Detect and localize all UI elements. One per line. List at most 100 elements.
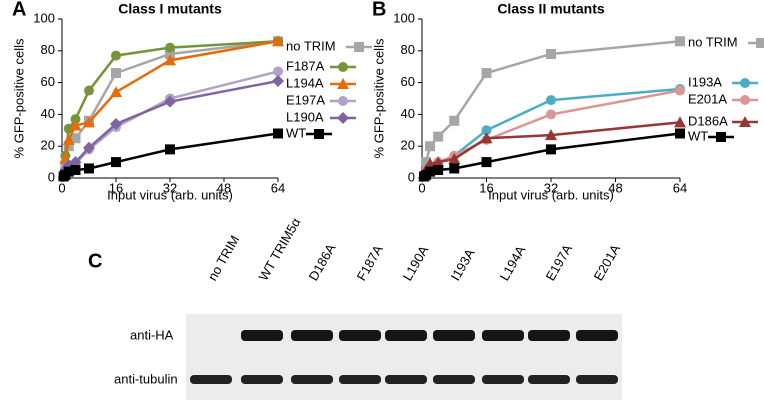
y-tick-label: 100 xyxy=(393,10,415,25)
marker xyxy=(433,131,444,142)
band xyxy=(291,375,333,384)
lane-label: no TRIM xyxy=(205,233,243,283)
marker xyxy=(480,132,493,144)
y-tick-label: 60 xyxy=(401,74,415,89)
marker xyxy=(546,48,556,59)
band xyxy=(385,330,427,341)
x-tick-label: 16 xyxy=(479,180,493,195)
lane-label: L194A xyxy=(497,243,529,283)
legend-label: E201A xyxy=(688,91,727,106)
band xyxy=(339,375,381,384)
y-tick-label: 80 xyxy=(41,42,55,57)
legend-label: E197A xyxy=(286,92,325,107)
marker xyxy=(63,166,74,177)
lane-label: I193A xyxy=(448,246,478,283)
x-tick-label: 48 xyxy=(608,180,622,195)
marker xyxy=(111,68,121,79)
marker xyxy=(481,157,492,168)
band xyxy=(241,330,283,341)
x-tick-label: 48 xyxy=(217,180,231,195)
band xyxy=(528,375,570,384)
row-label: anti-HA xyxy=(130,327,174,342)
lane-label: F187A xyxy=(354,242,386,283)
marker xyxy=(70,165,81,176)
marker xyxy=(164,95,176,108)
marker xyxy=(716,132,726,142)
marker xyxy=(432,156,445,168)
marker xyxy=(110,86,122,98)
band xyxy=(482,330,524,341)
y-tick-label: 80 xyxy=(401,42,415,57)
blot-background xyxy=(186,314,622,400)
marker xyxy=(337,112,349,124)
marker xyxy=(481,125,492,136)
marker xyxy=(449,115,460,126)
marker xyxy=(110,117,122,130)
lane-label: E197A xyxy=(543,242,576,284)
marker xyxy=(425,166,436,177)
band xyxy=(385,375,427,384)
marker xyxy=(421,157,432,168)
marker xyxy=(272,35,284,47)
marker xyxy=(273,66,283,77)
lane-label: WT TRIM5α xyxy=(256,215,304,283)
x-tick-label: 32 xyxy=(544,180,558,195)
marker xyxy=(545,129,557,141)
marker xyxy=(83,116,95,128)
band xyxy=(482,375,524,384)
x-tick-label: 16 xyxy=(109,180,123,195)
x-tick-label: 0 xyxy=(58,180,65,195)
marker xyxy=(69,119,82,131)
legend-label: WT xyxy=(286,125,306,140)
marker xyxy=(546,95,556,106)
band xyxy=(339,330,381,341)
marker xyxy=(62,133,75,145)
marker xyxy=(675,36,685,47)
x-tick-label: 64 xyxy=(673,180,687,195)
legend-label: F187A xyxy=(286,58,325,73)
marker xyxy=(481,68,492,79)
band xyxy=(528,330,570,341)
marker xyxy=(84,85,94,96)
panel-label: C xyxy=(88,250,102,272)
x-tick-label: 0 xyxy=(418,180,425,195)
marker xyxy=(111,157,121,168)
marker xyxy=(354,42,364,52)
y-tick-label: 20 xyxy=(401,138,415,153)
y-tick-label: 40 xyxy=(401,106,415,121)
legend-label: no TRIM xyxy=(286,38,336,53)
chart-title: Class II mutants xyxy=(497,1,605,17)
marker xyxy=(63,123,74,134)
legend-label: WT xyxy=(688,128,708,143)
legend-label: L190A xyxy=(286,109,324,124)
y-axis-label: % GFP-positive cells xyxy=(11,38,26,158)
marker xyxy=(740,78,750,88)
marker xyxy=(272,75,284,88)
marker xyxy=(739,116,751,127)
y-axis-label: % GFP-positive cells xyxy=(371,38,386,158)
band xyxy=(241,375,283,384)
band xyxy=(433,375,475,384)
marker xyxy=(449,163,460,174)
marker xyxy=(756,38,764,48)
marker xyxy=(675,128,685,139)
x-axis-label: Input virus (arb. units) xyxy=(488,187,614,202)
x-tick-label: 32 xyxy=(163,180,177,195)
marker xyxy=(314,129,324,139)
panel-label: A xyxy=(12,0,26,20)
marker xyxy=(338,96,348,106)
y-tick-label: 40 xyxy=(41,106,55,121)
marker xyxy=(448,152,461,164)
marker xyxy=(433,165,444,176)
series-line xyxy=(62,132,279,178)
legend-label: no TRIM xyxy=(688,34,738,49)
marker xyxy=(84,163,94,174)
marker xyxy=(675,85,685,96)
marker xyxy=(111,50,121,61)
legend-label: D186A xyxy=(688,113,728,128)
marker xyxy=(546,109,556,120)
marker xyxy=(165,42,175,53)
marker xyxy=(70,114,81,125)
marker xyxy=(273,128,283,139)
